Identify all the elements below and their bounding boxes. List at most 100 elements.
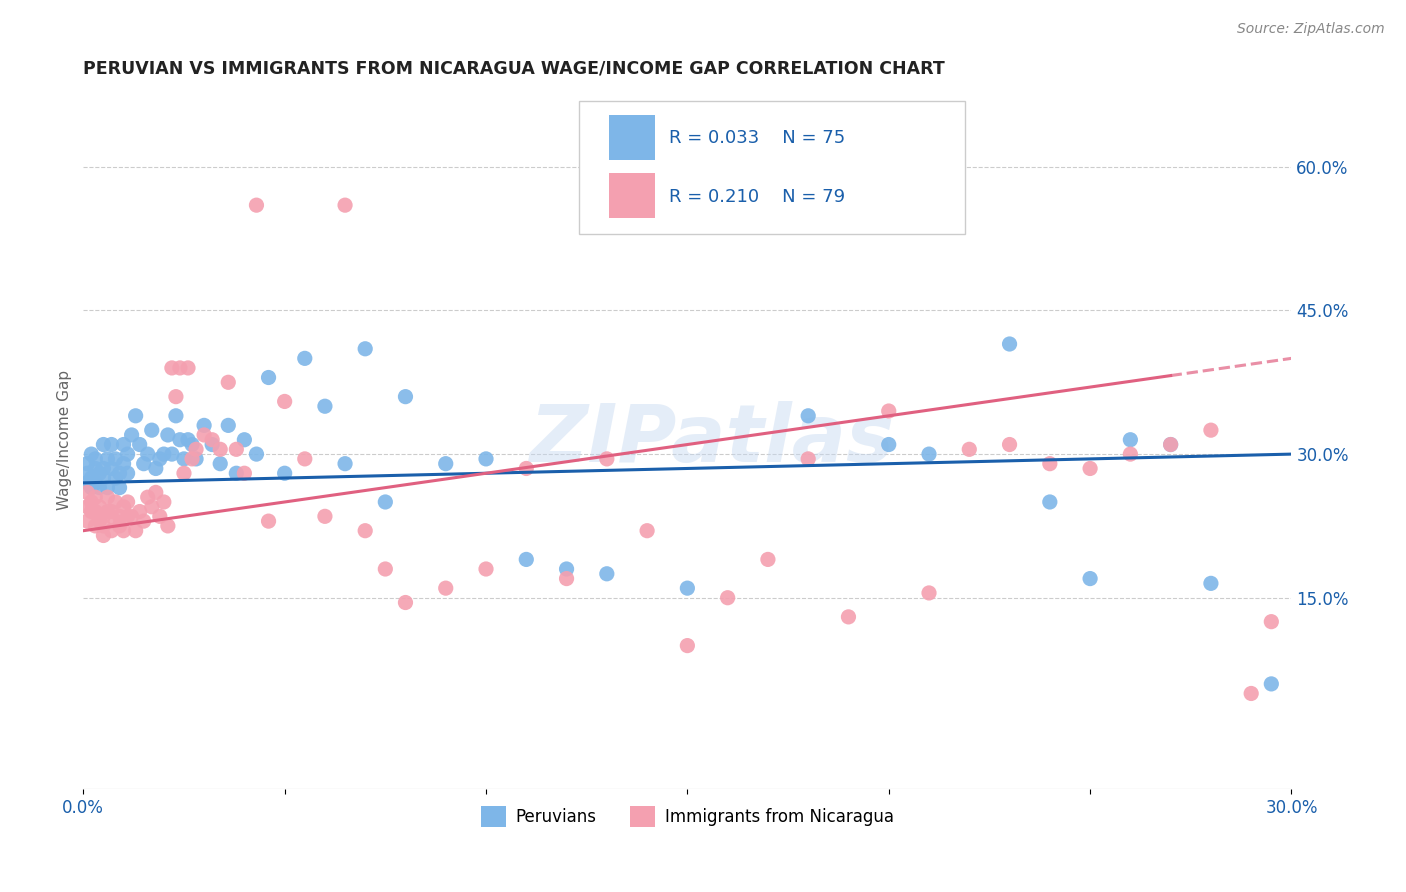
Point	[80, 504, 103, 518]
Point	[156, 428, 179, 442]
Point	[596, 451, 619, 466]
Y-axis label: Wage/Income Gap: Wage/Income Gap	[58, 369, 72, 510]
Point	[225, 467, 247, 481]
Point	[145, 461, 167, 475]
Point	[257, 370, 280, 384]
Point	[233, 433, 256, 447]
Point	[374, 495, 396, 509]
Point	[76, 500, 98, 514]
Point	[1199, 576, 1222, 591]
Point	[257, 514, 280, 528]
Legend: Peruvians, Immigrants from Nicaragua: Peruvians, Immigrants from Nicaragua	[474, 799, 901, 833]
Point	[104, 514, 127, 528]
Point	[136, 447, 159, 461]
Point	[84, 475, 107, 490]
Point	[217, 418, 239, 433]
Point	[374, 562, 396, 576]
Point	[1119, 447, 1142, 461]
Point	[394, 390, 416, 404]
Point	[112, 437, 135, 451]
Point	[156, 519, 179, 533]
Point	[117, 495, 139, 509]
Point	[1039, 457, 1062, 471]
Point	[918, 586, 941, 600]
Point	[132, 457, 155, 471]
Point	[84, 504, 107, 518]
Point	[294, 351, 316, 366]
Point	[173, 467, 195, 481]
Point	[717, 217, 740, 231]
Text: PERUVIAN VS IMMIGRANTS FROM NICARAGUA WAGE/INCOME GAP CORRELATION CHART: PERUVIAN VS IMMIGRANTS FROM NICARAGUA WA…	[83, 60, 945, 78]
Point	[998, 437, 1021, 451]
Point	[84, 451, 107, 466]
Point	[93, 471, 115, 485]
Point	[100, 461, 122, 475]
Point	[177, 360, 200, 375]
Point	[193, 418, 215, 433]
Point	[245, 198, 267, 212]
Point	[93, 509, 115, 524]
Point	[104, 451, 127, 466]
Point	[128, 437, 150, 451]
Point	[225, 442, 247, 457]
Point	[1078, 461, 1101, 475]
Point	[89, 481, 111, 495]
Point	[245, 447, 267, 461]
Point	[515, 552, 537, 566]
Point	[193, 428, 215, 442]
Point	[108, 519, 131, 533]
FancyBboxPatch shape	[579, 101, 966, 234]
Point	[998, 337, 1021, 351]
Point	[877, 437, 900, 451]
Point	[80, 495, 103, 509]
Point	[333, 457, 356, 471]
Point	[555, 572, 578, 586]
Point	[84, 519, 107, 533]
Point	[96, 504, 118, 518]
Point	[117, 509, 139, 524]
Point	[93, 437, 115, 451]
Point	[121, 428, 143, 442]
Point	[100, 437, 122, 451]
Point	[394, 595, 416, 609]
Point	[104, 495, 127, 509]
Point	[149, 451, 172, 466]
Point	[93, 461, 115, 475]
Point	[209, 457, 232, 471]
Point	[181, 437, 204, 451]
Point	[96, 490, 118, 504]
Bar	[609, 115, 655, 161]
Point	[124, 409, 146, 423]
Point	[217, 376, 239, 390]
Point	[957, 442, 980, 457]
Point	[80, 471, 103, 485]
Point	[475, 451, 498, 466]
Point	[434, 581, 457, 595]
Point	[128, 504, 150, 518]
Point	[169, 433, 191, 447]
Point	[717, 591, 740, 605]
Point	[756, 552, 779, 566]
Point	[877, 404, 900, 418]
Point	[108, 467, 131, 481]
Point	[797, 409, 820, 423]
Point	[96, 451, 118, 466]
Point	[1240, 686, 1263, 700]
Point	[233, 467, 256, 481]
Point	[1260, 615, 1282, 629]
Point	[112, 500, 135, 514]
Point	[596, 566, 619, 581]
Point	[153, 495, 176, 509]
Point	[165, 390, 187, 404]
Text: Source: ZipAtlas.com: Source: ZipAtlas.com	[1237, 22, 1385, 37]
Point	[141, 500, 163, 514]
Point	[117, 467, 139, 481]
Point	[1260, 677, 1282, 691]
Point	[1160, 437, 1182, 451]
Point	[918, 447, 941, 461]
Point	[1078, 572, 1101, 586]
Point	[314, 399, 336, 413]
Point	[273, 394, 295, 409]
Point	[636, 524, 658, 538]
Point	[84, 461, 107, 475]
